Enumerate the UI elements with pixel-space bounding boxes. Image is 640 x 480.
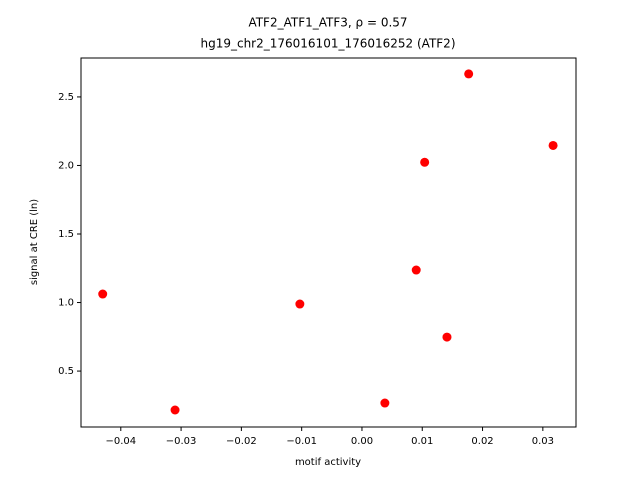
x-tick-label: −0.02 bbox=[226, 436, 257, 447]
x-tick-label: 0.02 bbox=[471, 436, 493, 447]
point bbox=[98, 289, 108, 299]
x-tick-label: −0.04 bbox=[105, 436, 136, 447]
point bbox=[464, 69, 474, 79]
y-tick-label: 2.0 bbox=[58, 160, 74, 171]
x-tick-label: 0.03 bbox=[532, 436, 554, 447]
y-tick-label: 2.5 bbox=[58, 92, 74, 103]
y-axis-label: signal at CRE (ln) bbox=[29, 199, 40, 285]
y-tick-label: 1.5 bbox=[58, 229, 74, 240]
point bbox=[411, 265, 421, 275]
plot-frame bbox=[80, 57, 577, 428]
x-tick-label: −0.03 bbox=[166, 436, 197, 447]
x-tick-label: −0.01 bbox=[286, 436, 317, 447]
point bbox=[420, 157, 430, 167]
y-tick-label: 0.5 bbox=[58, 366, 74, 377]
x-axis-label: motif activity bbox=[295, 457, 361, 468]
x-tick-label: 0.00 bbox=[351, 436, 373, 447]
chart-subtitle: hg19_chr2_176016101_176016252 (ATF2) bbox=[200, 37, 455, 51]
x-tick-label: 0.01 bbox=[411, 436, 433, 447]
point bbox=[548, 140, 558, 150]
point bbox=[295, 299, 305, 309]
point bbox=[442, 332, 452, 342]
chart-title: ATF2_ATF1_ATF3, ρ = 0.57 bbox=[248, 16, 407, 30]
point bbox=[380, 398, 390, 408]
y-tick-label: 1.0 bbox=[58, 298, 74, 309]
point bbox=[170, 405, 180, 415]
